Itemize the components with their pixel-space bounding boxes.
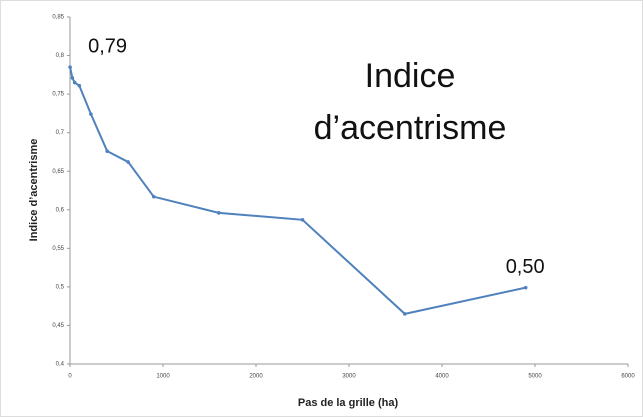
y-axis-label: Indice d’acentrisme: [28, 139, 40, 242]
x-tick-label: 2000: [249, 374, 263, 380]
point: [70, 76, 75, 80]
x-tick-label: 1000: [156, 374, 170, 380]
x-tick-label: 4000: [435, 374, 449, 380]
point: [105, 149, 109, 153]
x-tick-label: 0: [68, 374, 72, 380]
y-tick-label: 0,65: [52, 169, 64, 175]
y-tick-label: 0,6: [56, 207, 65, 213]
point: [68, 65, 72, 69]
x-axis-label: Pas de la grille (ha): [298, 397, 399, 409]
point: [523, 285, 528, 290]
annotation: 0,50: [506, 256, 545, 278]
y-tick-label: 0,8: [56, 53, 65, 59]
y-tick-label: 0,85: [52, 15, 64, 21]
point: [403, 312, 407, 316]
point: [77, 83, 82, 88]
y-tick-label: 0,45: [52, 323, 64, 329]
x-tick-label: 5000: [528, 374, 542, 380]
y-tick-label: 0,4: [56, 362, 65, 368]
y-tick-label: 0,5: [56, 284, 65, 290]
x-tick-label: 3000: [342, 374, 356, 380]
point: [89, 112, 93, 116]
y-tick-label: 0,7: [56, 130, 65, 136]
chart-title: d’acentrisme: [314, 109, 507, 147]
chart-title: Indice: [365, 57, 456, 95]
point: [300, 218, 305, 222]
y-tick-label: 0,55: [52, 246, 64, 252]
point: [151, 194, 156, 199]
point: [126, 160, 130, 164]
point: [217, 211, 221, 215]
point: [72, 80, 77, 85]
annotation: 0,79: [88, 35, 127, 57]
y-tick-label: 0,75: [52, 92, 64, 98]
x-tick-label: 6000: [621, 374, 635, 380]
